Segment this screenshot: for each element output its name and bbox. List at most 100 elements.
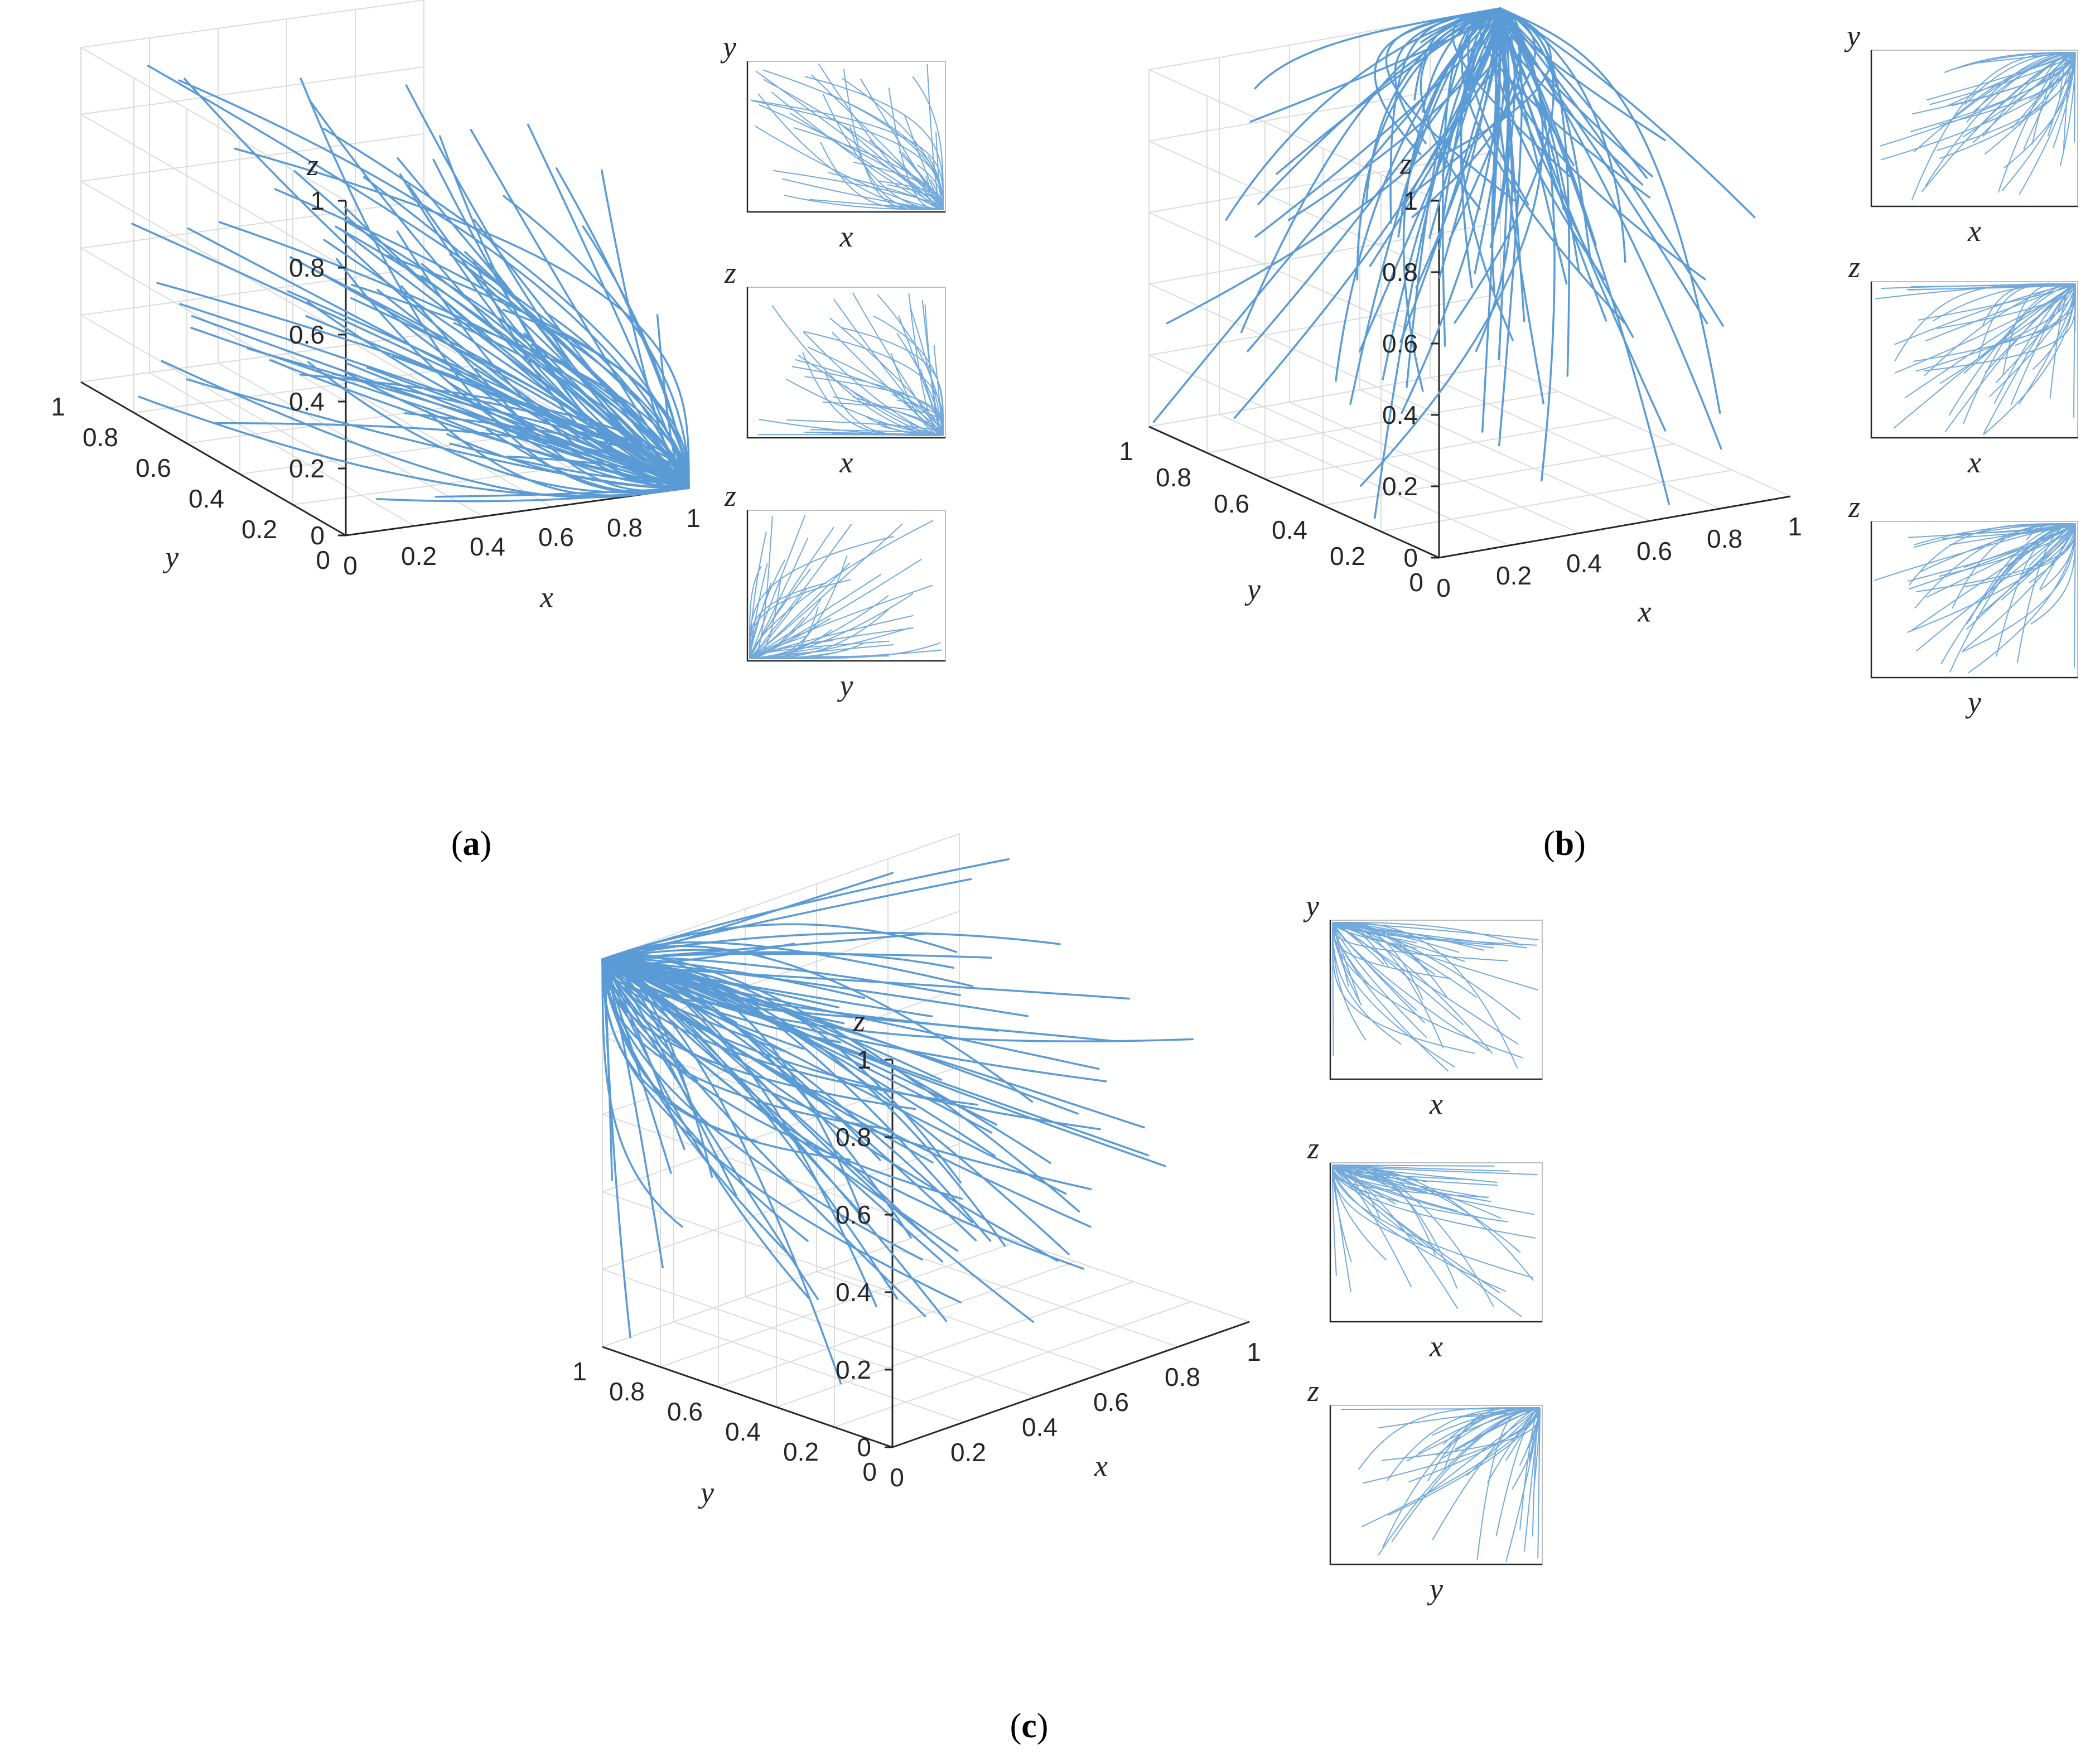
trajectories <box>601 858 1194 1385</box>
trajectory-line <box>161 360 690 499</box>
inset-trajectory <box>1966 523 2076 630</box>
trajectory-line <box>601 958 758 1142</box>
x-tick-label: 0.2 <box>401 542 437 571</box>
y-tick-label: 0 <box>1409 568 1423 597</box>
panel-label-c: (c) <box>1010 1707 1049 1745</box>
inset-y-label: z <box>724 256 736 289</box>
tick-labels: 0 0.2 0.4 0.6 0.8 1 0 0.2 0.4 0.6 0.8 1 0 0.2 0.4 0.6 0.… <box>572 1045 1261 1492</box>
trajectory-line <box>341 369 690 489</box>
inset-trajectory <box>897 391 944 436</box>
inset-trajectory <box>873 315 944 436</box>
trajectory-line <box>1499 7 1667 432</box>
inset-y-label: z <box>1848 490 1860 524</box>
inset-trajectory <box>1915 283 2076 372</box>
inset-x-label: x <box>839 446 853 479</box>
trajectory-line <box>179 303 690 489</box>
x-tick-label: 0.2 <box>1496 561 1532 590</box>
inset-trajectory <box>1332 922 1523 946</box>
inset-trajectory <box>1913 523 2075 548</box>
z-tick-label: 0 <box>857 1433 871 1462</box>
z-axis-label: z <box>306 148 318 182</box>
inset-trajectory <box>749 589 807 659</box>
x-axis-label: x <box>1638 595 1652 629</box>
inset-trajectory <box>749 582 772 659</box>
inset-trajectory <box>1332 1164 1489 1198</box>
x-tick-label: 0 <box>343 551 358 580</box>
x-tick-label: 0.4 <box>1022 1413 1058 1442</box>
inset-plot: yz <box>1848 490 2078 719</box>
x-tick-label: 0.6 <box>1636 537 1672 566</box>
inset-trajectory <box>1332 922 1425 1023</box>
inset-x-label: x <box>1429 1087 1443 1120</box>
inset-trajectory <box>1961 523 2076 653</box>
inset-trajectory <box>1985 523 2076 600</box>
trajectory-line <box>601 951 954 969</box>
z-tick-label: 0.6 <box>836 1200 871 1229</box>
trajectory-line <box>601 958 1150 1157</box>
z-tick-label: 0.8 <box>289 253 325 282</box>
inset-plot: yz <box>724 479 946 702</box>
x-tick-label: 0.4 <box>470 532 505 561</box>
trajectory-line <box>544 311 690 489</box>
inset-x-label: x <box>839 220 853 253</box>
inset-trajectory <box>1466 1407 1541 1476</box>
y-axis-label: y <box>1244 572 1261 606</box>
inset-trajectory <box>1332 1164 1507 1292</box>
y-tick-label: 0 <box>862 1457 877 1486</box>
x-tick-label: 0.8 <box>1165 1362 1200 1391</box>
inset-x-label: y <box>1427 1572 1443 1606</box>
inset-x-label: y <box>1965 685 1981 719</box>
inset-trajectory <box>1332 922 1518 1069</box>
y-tick-label: 0.4 <box>725 1417 761 1446</box>
trajectory-line <box>1499 7 1756 219</box>
inset-y-label: y <box>1844 19 1860 52</box>
inset-trajectory <box>1495 1407 1541 1536</box>
x-tick-label: 0.2 <box>950 1438 986 1467</box>
inset-trajectory <box>1966 52 2076 123</box>
inset-trajectory <box>1908 523 2076 582</box>
panel-b: 0 0.2 0.4 0.6 0.8 1 0 0.2 0.4 0.6 0.8 1 0 0.2 0.4 0.6 0.… <box>1119 7 2078 719</box>
inset-trajectory <box>1964 523 2076 588</box>
inset-y-label: y <box>720 30 736 64</box>
trajectory-line <box>386 254 690 489</box>
trajectory-line <box>1451 7 1571 177</box>
inset-trajectory <box>1332 922 1465 962</box>
inset-trajectory <box>750 649 943 659</box>
panel-c: 0 0.2 0.4 0.6 0.8 1 0 0.2 0.4 0.6 0.8 1 0 0.2 0.4 0.6 0.… <box>572 833 1543 1606</box>
trajectory-line <box>1467 7 1529 206</box>
inset-trajectory <box>771 91 944 210</box>
z-tick-label: 0 <box>310 521 325 550</box>
inset-trajectory <box>888 87 944 210</box>
trajectory-line <box>1254 7 1502 90</box>
trajectory-line <box>601 958 631 1338</box>
inset-trajectory <box>1950 52 2075 71</box>
inset-trajectory <box>1332 922 1464 1026</box>
inset-trajectory <box>2022 523 2076 574</box>
trajectory-line <box>555 167 690 489</box>
trajectory-line <box>601 958 685 1151</box>
x-tick-label: 0.8 <box>607 513 643 542</box>
inset-trajectory <box>1875 283 2076 299</box>
trajectory-line <box>138 395 690 497</box>
trajectory-line <box>1499 7 1721 414</box>
inset-trajectory <box>2057 283 2076 310</box>
inset-x-label: y <box>837 669 853 702</box>
inset-plot: xz <box>1848 250 2078 479</box>
inset-trajectory <box>2030 524 2076 625</box>
inset-trajectory <box>1332 922 1449 1072</box>
trajectory-line <box>453 322 690 489</box>
trajectory-line <box>601 958 810 1299</box>
inset-trajectory <box>749 579 851 659</box>
inset-trajectory <box>1909 523 2076 632</box>
x-tick-label: 0 <box>1436 573 1451 602</box>
trajectory-line <box>601 958 1194 1042</box>
y-tick-label: 0.4 <box>1272 515 1307 544</box>
trajectory-line <box>1438 7 1502 279</box>
y-axis-label: y <box>698 1476 714 1509</box>
trajectory-line <box>1422 7 1502 113</box>
trajectory-line <box>421 275 690 489</box>
trajectory-line <box>1335 7 1502 382</box>
inset-trajectory <box>1925 283 2076 342</box>
inset-trajectory <box>1332 922 1493 1054</box>
trajectory-line <box>1475 7 1513 352</box>
